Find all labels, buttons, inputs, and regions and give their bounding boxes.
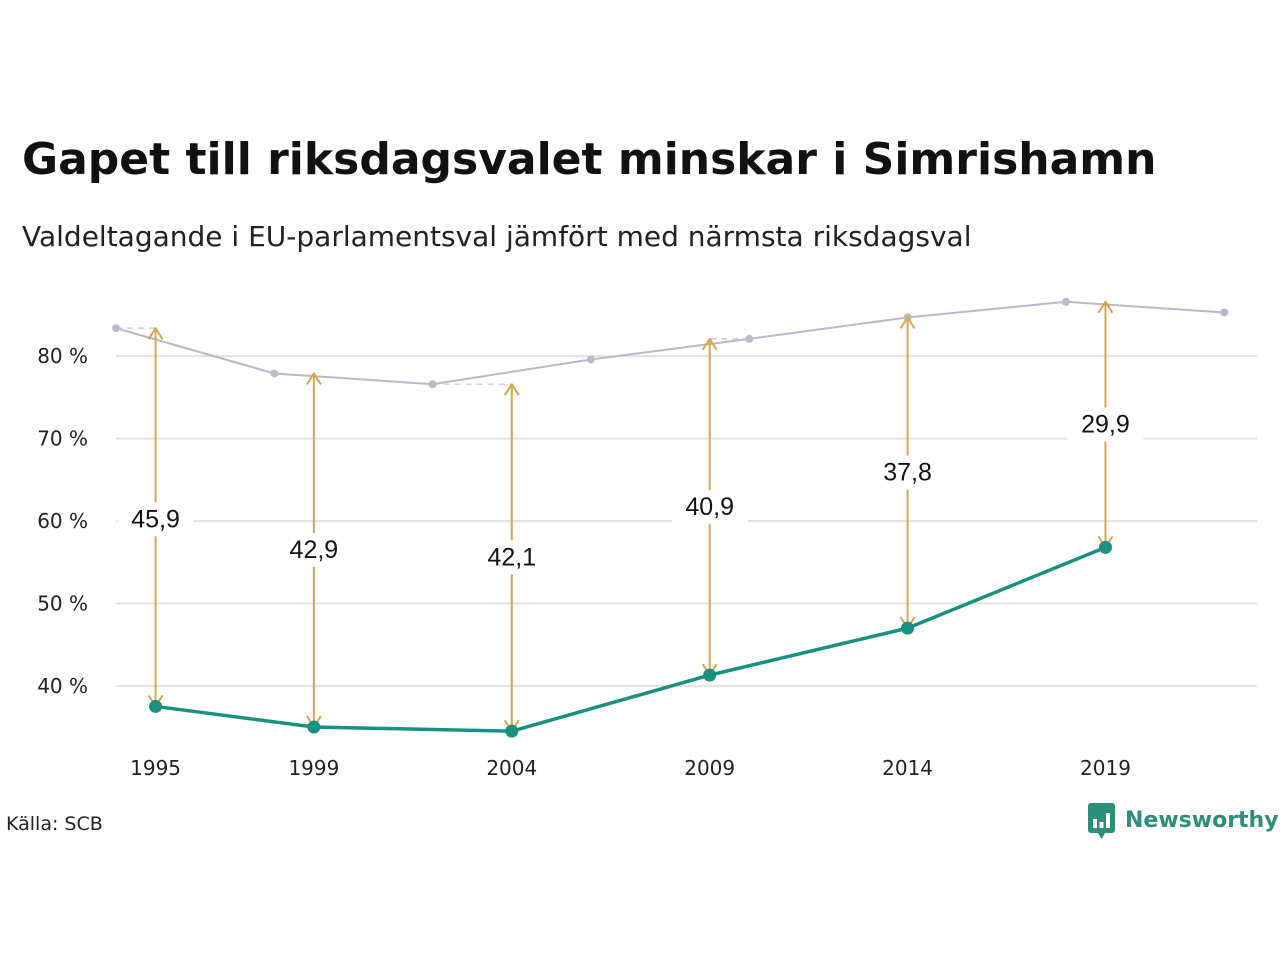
gap-value-label: 37,8 bbox=[883, 458, 932, 486]
riksdag-point bbox=[1220, 308, 1229, 317]
y-tick-label: 50 % bbox=[37, 591, 88, 615]
x-tick-label: 2014 bbox=[882, 756, 933, 780]
gap-label-background bbox=[473, 540, 550, 575]
newsworthy-logo: Newsworthy bbox=[1088, 803, 1279, 839]
gap-arrow-head-top bbox=[306, 372, 322, 386]
x-tick-label: 1999 bbox=[288, 756, 339, 780]
gap-label-background bbox=[671, 489, 748, 524]
gap-arrow-head-top bbox=[1097, 300, 1114, 314]
riksdag-point bbox=[1061, 297, 1070, 306]
eu-point bbox=[703, 668, 717, 682]
riksdag-point bbox=[428, 380, 437, 389]
gap-label: 37,8 bbox=[869, 455, 946, 490]
riksdag-point bbox=[745, 334, 754, 343]
riksdag-point bbox=[586, 355, 595, 364]
riksdag-point bbox=[112, 324, 120, 333]
gap-label-background bbox=[275, 532, 352, 567]
newsworthy-logo-text: Newsworthy bbox=[1125, 808, 1279, 833]
gap-value-label: 29,9 bbox=[1081, 411, 1130, 439]
gap-value-label: 45,9 bbox=[131, 505, 180, 533]
riksdag-line bbox=[115, 300, 1225, 386]
eu-line bbox=[153, 545, 1108, 733]
eu-point bbox=[149, 699, 163, 713]
x-axis: 1995 1999 2004 2009 2014 2019 bbox=[130, 756, 1131, 780]
riksdag-series bbox=[112, 297, 1229, 389]
eu-point bbox=[307, 720, 321, 734]
gap-label: 45,9 bbox=[117, 502, 194, 537]
gap-value-label: 40,9 bbox=[685, 493, 734, 521]
gap-arrow-head-top bbox=[503, 383, 520, 396]
reference-dashes bbox=[116, 327, 750, 385]
eu-series bbox=[149, 540, 1112, 738]
x-tick-label: 2019 bbox=[1080, 756, 1131, 780]
newsworthy-logo-icon bbox=[1088, 803, 1115, 839]
gap-arrow-head-top bbox=[899, 316, 916, 329]
eu-point bbox=[901, 621, 915, 635]
riksdag-point bbox=[270, 369, 279, 378]
y-tick-label: 70 % bbox=[37, 427, 88, 451]
gap-label-background bbox=[117, 502, 194, 537]
gap-arrow-head-top bbox=[701, 337, 718, 351]
y-axis: 40 % 50 % 60 % 70 % 80 % bbox=[37, 344, 88, 698]
y-tick-label: 60 % bbox=[37, 509, 88, 533]
x-tick-label: 1995 bbox=[130, 756, 181, 780]
chart-title: Gapet till riksdagsvalet minskar i Simri… bbox=[22, 134, 1157, 185]
x-tick-label: 2009 bbox=[684, 756, 735, 780]
eu-point bbox=[505, 724, 519, 738]
source-note: Källa: SCB bbox=[6, 813, 103, 835]
gap-value-label: 42,9 bbox=[290, 536, 339, 564]
eu-point bbox=[1098, 540, 1112, 554]
gap-value-label: 42,1 bbox=[487, 543, 536, 571]
gap-label-background bbox=[869, 455, 946, 490]
gap-label: 42,1 bbox=[473, 540, 550, 575]
x-tick-label: 2004 bbox=[486, 756, 537, 780]
y-tick-label: 40 % bbox=[37, 674, 88, 698]
gap-labels: 45,9 42,9 42,1 40,9 37,8 29,9 bbox=[117, 407, 1144, 575]
gap-arrow-head-top bbox=[147, 327, 164, 340]
y-tick-label: 80 % bbox=[37, 344, 88, 368]
chart-subtitle: Valdeltagande i EU-parlamentsval jämfört… bbox=[22, 220, 972, 253]
gap-arrows bbox=[147, 300, 1114, 733]
gap-label: 29,9 bbox=[1067, 407, 1144, 442]
gap-label: 42,9 bbox=[275, 532, 352, 567]
gap-label-background bbox=[1067, 407, 1144, 442]
gap-label: 40,9 bbox=[671, 489, 748, 524]
